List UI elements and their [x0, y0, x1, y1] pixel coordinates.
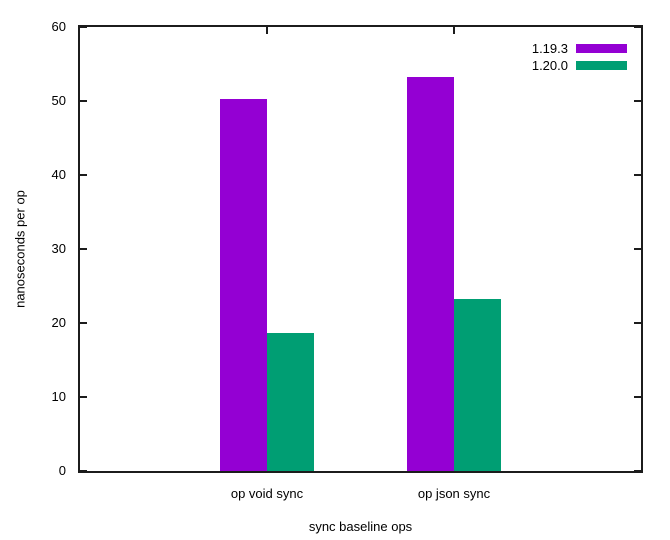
y-tick-mark-right	[634, 322, 641, 324]
y-tick-label: 20	[51, 315, 66, 330]
legend-entry: 1.19.3	[532, 42, 627, 55]
y-tick-mark-right	[634, 174, 641, 176]
y-tick-mark-left	[80, 322, 87, 324]
y-tick-mark-left	[80, 174, 87, 176]
y-tick-mark-right	[634, 26, 641, 28]
y-tick-label: 0	[58, 463, 66, 478]
x-category-label: op json sync	[417, 486, 491, 501]
y-tick-mark-left	[80, 248, 87, 250]
bar-1-20-0-op-json-sync	[454, 298, 501, 471]
x-axis-title: sync baseline ops	[308, 519, 413, 534]
plot-area: 1.19.3 1.20.0	[78, 25, 643, 473]
legend-swatch-1-20-0	[576, 61, 627, 70]
x-tick-mark-top	[453, 27, 455, 34]
y-tick-mark-right	[634, 470, 641, 472]
y-tick-label: 40	[51, 167, 66, 182]
y-tick-mark-right	[634, 396, 641, 398]
y-tick-mark-right	[634, 248, 641, 250]
y-tick-mark-left	[80, 396, 87, 398]
y-tick-label: 50	[51, 93, 66, 108]
legend-swatch-1-19-3	[576, 44, 627, 53]
y-tick-mark-right	[634, 100, 641, 102]
y-tick-mark-left	[80, 100, 87, 102]
x-tick-mark-top	[266, 27, 268, 34]
y-tick-label: 30	[51, 241, 66, 256]
y-tick-label: 10	[51, 389, 66, 404]
legend-entry: 1.20.0	[532, 59, 627, 72]
legend-label: 1.20.0	[531, 58, 568, 73]
bar-1-19-3-op-void-sync	[220, 98, 267, 471]
y-tick-mark-left	[80, 470, 87, 472]
y-tick-mark-left	[80, 26, 87, 28]
bar-1-19-3-op-json-sync	[407, 77, 454, 471]
legend-label: 1.19.3	[531, 41, 568, 56]
bar-1-20-0-op-void-sync	[267, 332, 314, 471]
x-category-label: op void sync	[230, 486, 304, 501]
y-tick-label: 60	[51, 19, 66, 34]
